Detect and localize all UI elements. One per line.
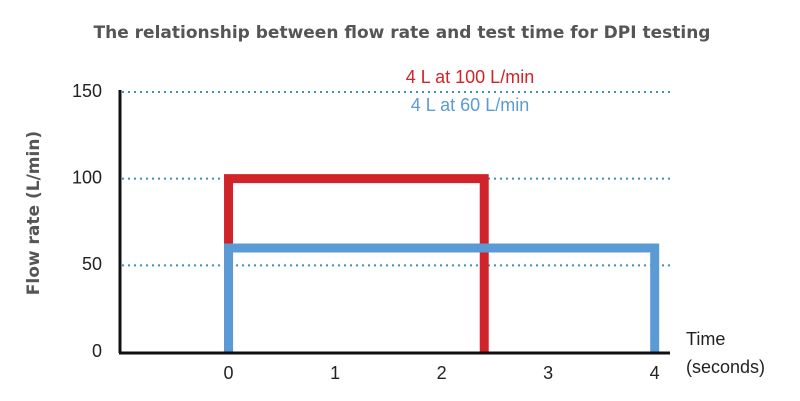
- x-axis-title: (seconds): [686, 357, 765, 377]
- x-tick-label: 3: [543, 363, 553, 383]
- y-tick-label: 100: [72, 167, 102, 187]
- chart-title: The relationship between flow rate and t…: [94, 23, 711, 43]
- y-tick-label: 150: [72, 81, 102, 101]
- x-tick-label: 1: [330, 363, 340, 383]
- y-tick-label: 50: [82, 254, 102, 274]
- series-line: [224, 243, 660, 352]
- x-axis-title: Time: [686, 329, 725, 349]
- x-tick-label: 2: [437, 363, 447, 383]
- legend-label: 4 L at 100 L/min: [406, 67, 534, 87]
- x-tick-label: 0: [224, 363, 234, 383]
- y-axis-title: Flow rate (L/min): [24, 131, 44, 295]
- y-tick-label: 0: [92, 341, 102, 361]
- legend-label: 4 L at 60 L/min: [411, 95, 529, 115]
- x-tick-label: 4: [650, 363, 660, 383]
